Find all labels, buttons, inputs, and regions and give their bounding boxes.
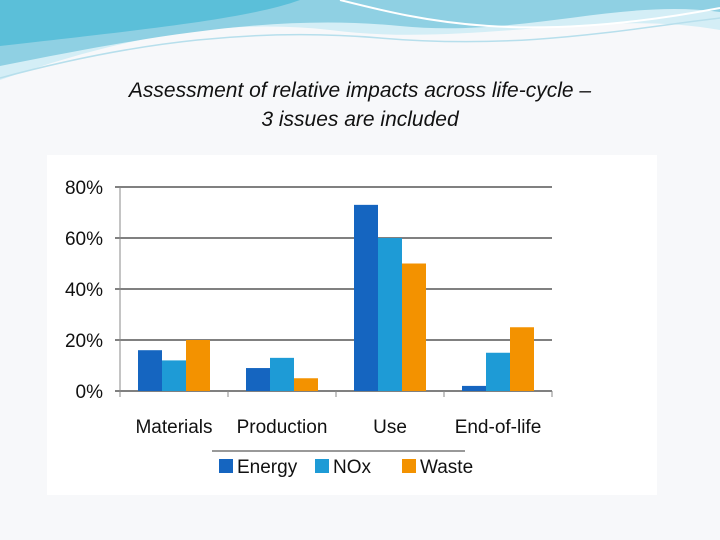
bar-nox-materials [162, 360, 186, 391]
x-tick-label: Production [237, 417, 328, 438]
legend-label-nox: NOx [333, 457, 372, 478]
bar-chart: 0% 20% 40% 60% 80% Materials Production Use End-… [65, 178, 553, 478]
y-tick-label: 40% [65, 280, 103, 301]
wave-line-2 [339, 0, 720, 29]
legend-label-waste: Waste [420, 457, 473, 478]
legend-swatch-waste [402, 459, 416, 473]
legend-swatch-energy [219, 459, 233, 473]
x-tick-label: End-of-life [455, 417, 542, 438]
x-tick-label: Use [373, 417, 407, 438]
bar-energy-materials [138, 350, 162, 391]
x-tick-label: Materials [135, 417, 212, 438]
bar-nox-production [270, 357, 294, 391]
bar-nox-use [378, 238, 402, 391]
bar-energy-end-of-life [462, 385, 486, 391]
wave-line [0, 17, 720, 79]
y-tick-label: 20% [65, 331, 103, 352]
bar-waste-use [402, 263, 426, 391]
chart-panel [47, 155, 657, 495]
wave-band-deep [0, 0, 300, 46]
header-wave-decoration [0, 0, 720, 80]
y-tick-label: 0% [76, 382, 104, 403]
bar-nox-end-of-life [486, 352, 510, 391]
slide-title: Assessment of relative impacts across li… [60, 76, 660, 134]
bar-energy-production [246, 368, 270, 391]
bar-energy-use [354, 204, 378, 391]
legend-label-energy: Energy [237, 457, 298, 478]
y-tick-label: 80% [65, 178, 103, 199]
bar-waste-materials [186, 340, 210, 391]
slide-title-line-1: Assessment of relative impacts across li… [128, 79, 592, 102]
slide-title-line-2: 3 issues are included [261, 108, 459, 131]
bar-waste-production [294, 378, 318, 391]
bar-waste-end-of-life [510, 327, 534, 391]
y-tick-label: 60% [65, 229, 103, 250]
legend-swatch-nox [315, 459, 329, 473]
